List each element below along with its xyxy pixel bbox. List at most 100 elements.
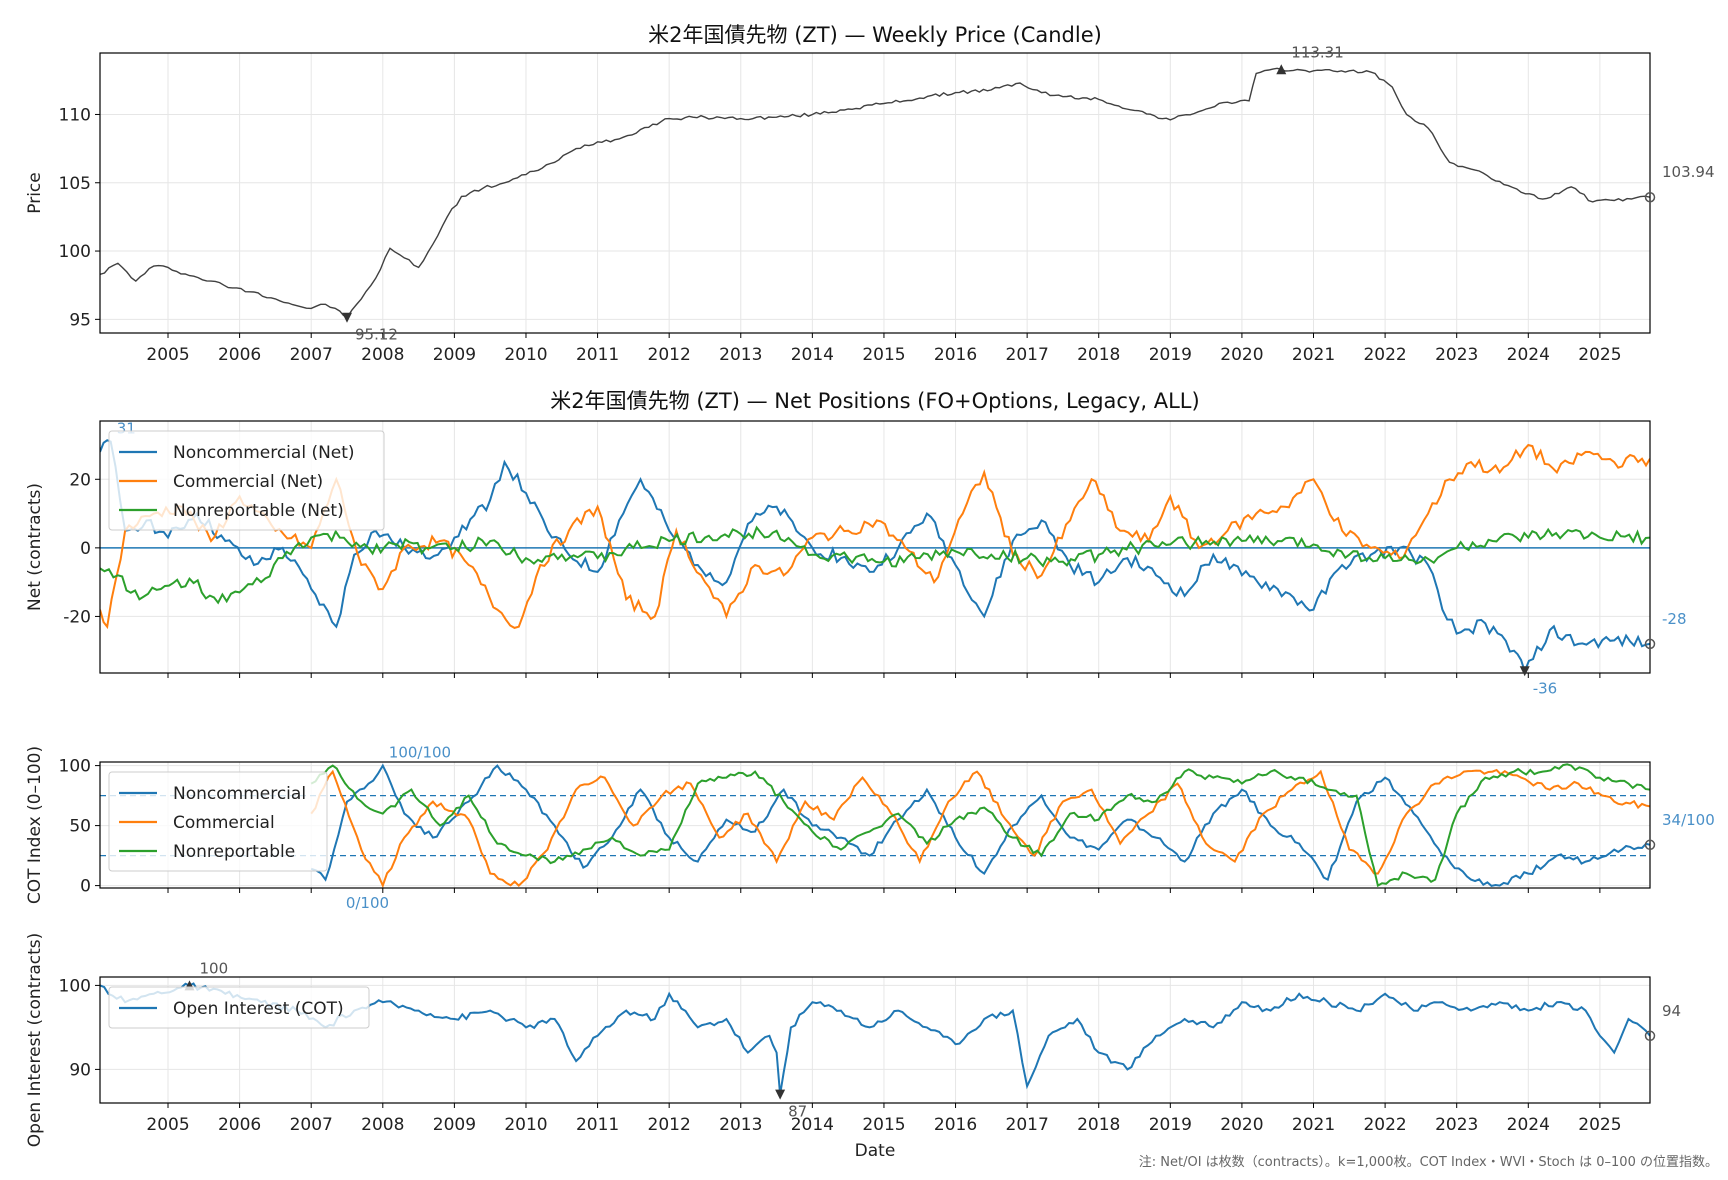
price-panel: 95 100 105 110 2005 2006 2007 2008 2009 2010 2011 2… (25, 23, 1715, 365)
last-value-marker (1644, 638, 1656, 650)
x-tick-label: 2020 (1220, 1115, 1263, 1135)
annotation-label: 103.94 (1662, 163, 1715, 181)
x-tick-label: 2019 (1149, 1115, 1192, 1135)
x-tick-label: 2014 (791, 345, 834, 365)
chart-title: 米2年国債先物 (ZT) — Weekly Price (Candle) (648, 23, 1102, 47)
x-tick-label: 2015 (862, 345, 905, 365)
series-line-commercial (310, 768, 1650, 888)
y-axis-label: Price (25, 172, 45, 213)
annotation-label: 34/100 (1662, 811, 1715, 829)
x-tick-label: 2023 (1435, 1115, 1478, 1135)
series-line-noncommercial-net (100, 439, 1650, 673)
annotation-label: 113.31 (1291, 43, 1344, 61)
x-tick-label: 2023 (1435, 345, 1478, 365)
legend-box (108, 430, 385, 531)
series-line-nonreportable-net (100, 525, 1650, 605)
x-tick-label: 2017 (1006, 1115, 1049, 1135)
x-tick-label: 2010 (504, 345, 547, 365)
x-tick-label: 2006 (218, 1115, 261, 1135)
x-tick-label: 2005 (146, 345, 189, 365)
y-tick-label: 100 (59, 757, 91, 777)
y-tick-label: 20 (69, 470, 91, 490)
x-tick-label: 2016 (934, 345, 977, 365)
x-tick-label: 2011 (576, 345, 619, 365)
legend-box (108, 986, 370, 1029)
annotation-label: 100 (199, 959, 228, 977)
x-tick-label: 2015 (862, 1115, 905, 1135)
last-value-marker (1644, 1030, 1656, 1042)
legend: Noncommercial (Net) Commercial (Net) Nonre… (108, 430, 385, 531)
y-tick-label: 90 (69, 1060, 91, 1080)
footnote: 注: Net/OI は枚数（contracts）。k=1,000枚。COT In… (1139, 1155, 1718, 1170)
y-tick-label: 50 (69, 817, 91, 837)
annotation-label: -36 (1533, 679, 1558, 697)
y-tick-label: 95 (69, 310, 91, 330)
y-tick-label: -20 (63, 607, 91, 627)
x-tick-label: 2010 (504, 1115, 547, 1135)
legend-entry: Nonreportable (Net) (173, 501, 344, 521)
legend: Noncommercial Commercial Nonreportable (108, 771, 328, 872)
annotation-label: 94 (1662, 1002, 1681, 1020)
x-tick-label: 2025 (1578, 345, 1621, 365)
last-value-marker (1644, 191, 1656, 203)
legend-entry: Noncommercial (Net) (173, 443, 355, 463)
y-tick-label: 105 (59, 174, 91, 194)
annotation-label: 87 (788, 1103, 807, 1121)
x-tick-label: 2018 (1077, 1115, 1120, 1135)
x-tick-label: 2017 (1006, 345, 1049, 365)
min-marker (341, 312, 352, 323)
legend: Open Interest (COT) (108, 986, 370, 1029)
x-tick-label: 2007 (290, 345, 333, 365)
max-marker (1276, 64, 1287, 75)
y-axis-label: Net (contracts) (25, 483, 45, 611)
y-tick-label: 110 (59, 105, 91, 125)
x-tick-label: 2016 (934, 1115, 977, 1135)
x-tick-label: 2013 (719, 1115, 762, 1135)
y-tick-label: 0 (80, 877, 91, 897)
x-tick-label: 2009 (433, 1115, 476, 1135)
x-tick-label: 2014 (791, 1115, 834, 1135)
open-interest-panel: 90 100 2005 2006 2007 2008 2009 2010 2011 2012 201… (25, 933, 1681, 1161)
x-axis-label: Date (855, 1141, 896, 1161)
y-tick-label: 100 (59, 976, 91, 996)
min-marker (1519, 666, 1530, 677)
series-line-price (100, 67, 1650, 319)
x-tick-label: 2012 (648, 345, 691, 365)
annotation-label: -28 (1662, 610, 1687, 628)
series-line-commercial-net (100, 443, 1650, 630)
x-tick-label: 2013 (719, 345, 762, 365)
series-line-noncommercial (310, 763, 1650, 887)
x-tick-label: 2007 (290, 1115, 333, 1135)
legend-box (108, 771, 328, 872)
last-value-marker (1644, 839, 1656, 851)
x-tick-label: 2021 (1292, 345, 1335, 365)
annotation-label: 0/100 (346, 894, 389, 912)
plot-frame (99, 420, 1651, 674)
y-axis-label: Open Interest (contracts) (25, 933, 45, 1147)
x-tick-label: 2020 (1220, 345, 1263, 365)
cot-index-panel: 0 50 100 COT Index (0–100) 100/100 0/100 34/10… (25, 744, 1715, 912)
x-tick-label: 2025 (1578, 1115, 1621, 1135)
x-tick-label: 2022 (1363, 1115, 1406, 1135)
x-tick-label: 2009 (433, 345, 476, 365)
annotation-label: 95.12 (355, 326, 398, 344)
series-line-nonreportable (310, 763, 1650, 888)
min-marker (775, 1089, 786, 1100)
x-tick-label: 2005 (146, 1115, 189, 1135)
x-tick-label: 2011 (576, 1115, 619, 1135)
legend-entry: Nonreportable (173, 842, 295, 862)
x-tick-label: 2018 (1077, 345, 1120, 365)
legend-entry: Commercial (Net) (173, 472, 323, 492)
x-tick-label: 2024 (1507, 1115, 1550, 1135)
x-tick-label: 2006 (218, 345, 261, 365)
legend-entry: Noncommercial (173, 784, 306, 804)
x-tick-label: 2012 (648, 1115, 691, 1135)
x-tick-label: 2019 (1149, 345, 1192, 365)
plot-frame (99, 761, 1651, 889)
x-tick-label: 2021 (1292, 1115, 1335, 1135)
y-axis-label: COT Index (0–100) (25, 746, 45, 904)
y-tick-label: 0 (80, 539, 91, 559)
chart-title: 米2年国債先物 (ZT) — Net Positions (FO+Options… (550, 389, 1199, 413)
legend-entry: Open Interest (COT) (173, 999, 344, 1019)
